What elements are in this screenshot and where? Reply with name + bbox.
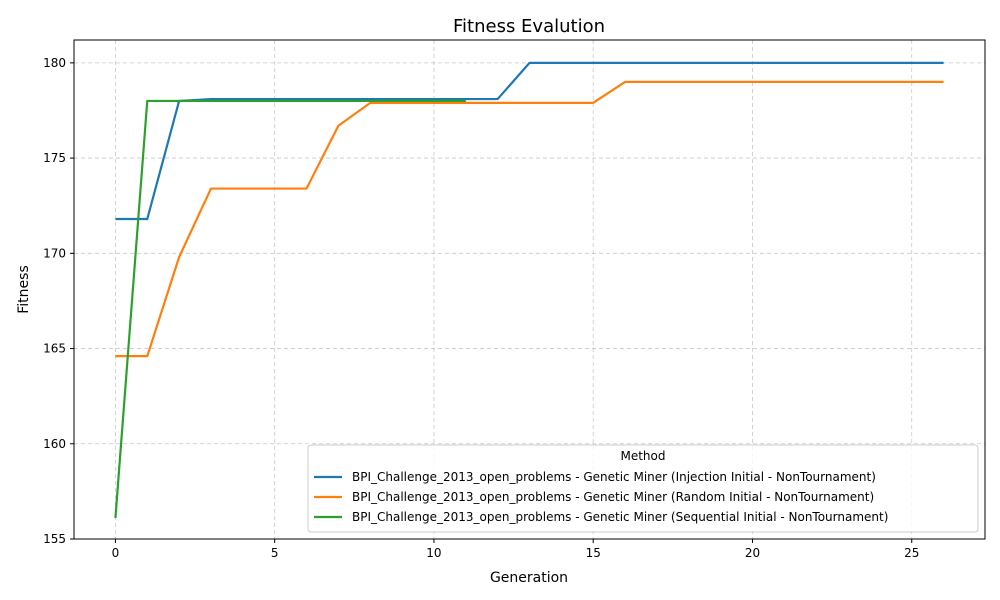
plot-series <box>114 61 944 519</box>
legend-entry: BPI_Challenge_2013_open_problems - Genet… <box>352 510 888 524</box>
legend: Method BPI_Challenge_2013_open_problems … <box>307 444 979 533</box>
y-tick-label: 175 <box>43 151 66 165</box>
y-tick-label: 160 <box>43 437 66 451</box>
series-line <box>115 61 944 221</box>
y-tick-label: 155 <box>43 532 66 546</box>
x-tick-label: 20 <box>745 546 760 560</box>
x-tick-label: 0 <box>112 546 120 560</box>
x-tick-label: 25 <box>904 546 919 560</box>
x-tick-label: 15 <box>586 546 601 560</box>
legend-title: Method <box>620 449 665 463</box>
series-line <box>114 99 466 519</box>
x-tick-label: 5 <box>271 546 279 560</box>
y-tick-label: 180 <box>43 56 66 70</box>
plot-frame <box>73 39 986 540</box>
y-tick-label: 165 <box>43 342 66 356</box>
axis-ticks: 0 5 10 15 20 25 155 160 165 170 175 180 <box>43 56 919 560</box>
y-axis-label: Fitness <box>16 265 32 314</box>
legend-box <box>307 444 979 533</box>
x-tick-label: 10 <box>426 546 441 560</box>
legend-entry: BPI_Challenge_2013_open_problems - Genet… <box>352 490 874 504</box>
x-axis-label: Generation <box>490 570 568 586</box>
chart-title: Fitness Evalution <box>453 16 605 37</box>
legend-entry: BPI_Challenge_2013_open_problems - Genet… <box>352 470 876 484</box>
series-line <box>115 80 944 358</box>
y-tick-label: 170 <box>43 246 66 260</box>
